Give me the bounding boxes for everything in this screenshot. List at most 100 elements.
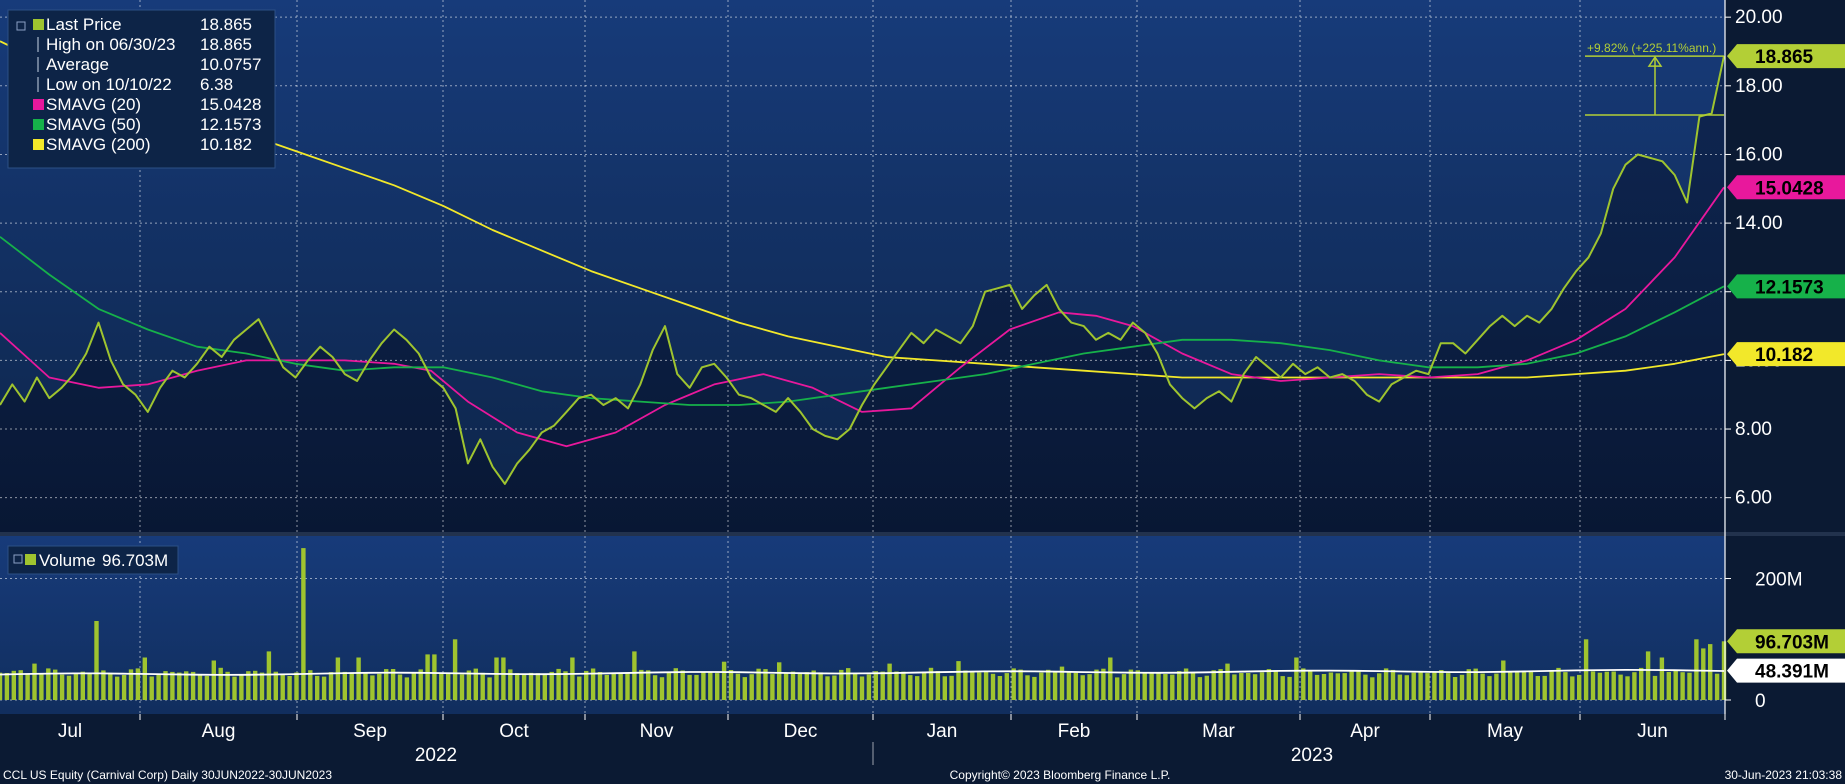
- volume-bar: [39, 673, 44, 700]
- volume-bar: [1321, 674, 1327, 700]
- volume-bar: [246, 671, 251, 700]
- volume-bar: [46, 668, 51, 700]
- volume-bar: [694, 674, 699, 700]
- volume-bar: [1011, 668, 1016, 700]
- volume-bar: [1377, 673, 1382, 700]
- volume-bar: [1673, 670, 1678, 700]
- volume-bar: [494, 657, 499, 700]
- volume-bar: [1411, 672, 1416, 700]
- price-tag: 18.865: [1755, 47, 1814, 68]
- volume-bar: [749, 674, 754, 700]
- x-axis-month-label: Feb: [1058, 721, 1091, 742]
- volume-bar: [1659, 657, 1665, 700]
- volume-bar: [1459, 674, 1465, 700]
- volume-bar: [1487, 676, 1492, 700]
- volume-bar: [625, 673, 630, 700]
- volume-bar: [53, 669, 58, 700]
- panel-divider[interactable]: [0, 532, 1845, 536]
- volume-bar: [508, 669, 513, 700]
- volume-bar: [73, 672, 79, 700]
- volume-bar: [1294, 657, 1299, 700]
- volume-bar: [632, 651, 637, 700]
- volume-legend-value: 96.703M: [102, 551, 168, 570]
- volume-bar: [170, 671, 175, 700]
- volume-bar: [87, 672, 92, 700]
- volume-bar: [1666, 672, 1671, 700]
- volume-bar: [452, 639, 458, 700]
- volume-bar: [708, 672, 713, 700]
- volume-bar: [1577, 674, 1582, 700]
- volume-bar: [266, 651, 272, 700]
- volume-bar: [1308, 671, 1313, 700]
- volume-bar: [1163, 674, 1168, 700]
- volume-bar: [115, 676, 120, 700]
- volume-bar: [997, 676, 1003, 700]
- volume-bar: [1604, 671, 1609, 700]
- volume-average-line: [0, 668, 1725, 676]
- volume-bar: [977, 672, 982, 700]
- volume-bar: [597, 672, 603, 700]
- price-tag: 10.182: [1755, 345, 1813, 366]
- volume-bar: [535, 673, 541, 700]
- price-y-tick-label: 20.00: [1735, 7, 1783, 28]
- volume-bar: [1556, 667, 1561, 700]
- annotation-arrow-head: [1647, 55, 1663, 67]
- volume-bar: [1018, 669, 1023, 700]
- x-axis-strip: [0, 714, 1845, 784]
- volume-bar: [1246, 673, 1251, 700]
- volume-bar: [949, 675, 954, 700]
- volume-bar: [1087, 674, 1092, 700]
- volume-bar: [480, 672, 485, 700]
- volume-tag: 96.703M: [1755, 632, 1829, 653]
- volume-bar: [190, 671, 196, 700]
- volume-bar: [728, 670, 734, 700]
- volume-bar: [321, 676, 327, 700]
- x-axis-month-label: Oct: [499, 721, 529, 742]
- volume-bar: [232, 676, 237, 700]
- volume-bar: [652, 675, 658, 700]
- volume-y-tick-label: 0: [1755, 691, 1766, 712]
- volume-bar: [156, 673, 161, 700]
- volume-bar: [832, 675, 837, 700]
- volume-bar: [1197, 677, 1203, 700]
- volume-bar: [1335, 673, 1340, 700]
- volume-bar: [287, 676, 292, 700]
- volume-bar: [1232, 674, 1237, 700]
- volume-bar: [818, 672, 823, 700]
- x-axis-month-label: Aug: [202, 721, 236, 742]
- footer-copyright: Copyright© 2023 Bloomberg Finance L.P.: [950, 768, 1171, 782]
- volume-bar: [1446, 673, 1451, 700]
- volume-bar: [1514, 672, 1520, 700]
- legend-box: [7, 9, 276, 169]
- x-axis-month-label: Apr: [1350, 721, 1380, 742]
- volume-bar: [1108, 657, 1113, 700]
- volume-bar: [1349, 670, 1354, 700]
- volume-bar: [1466, 669, 1471, 700]
- volume-bar: [197, 675, 203, 700]
- volume-bar: [618, 672, 623, 700]
- volume-legend: Volume 96.703M: [7, 545, 179, 575]
- volume-bar: [128, 669, 134, 700]
- volume-bar: [66, 675, 72, 700]
- volume-bar: [1211, 670, 1216, 700]
- volume-bar: [211, 660, 216, 700]
- volume-bar: [11, 670, 16, 700]
- volume-bar: [1549, 670, 1554, 700]
- volume-bar: [1052, 671, 1058, 700]
- volume-bar: [721, 661, 727, 700]
- volume-bar: [1239, 673, 1244, 700]
- volume-bar: [639, 669, 644, 700]
- volume-bar: [1266, 669, 1272, 700]
- smavg-20-line: [0, 186, 1725, 448]
- legend-swatch: [33, 19, 44, 30]
- volume-bar: [735, 673, 741, 700]
- volume-bar: [1004, 673, 1009, 700]
- volume-bar: [577, 676, 582, 700]
- price-y-tick-label: 14.00: [1735, 213, 1783, 234]
- x-axis: Jul Aug Sep Oct Nov Dec Jan Feb Mar Apr May Jun 2022…: [58, 714, 1726, 766]
- price-tag-bg: [1727, 274, 1845, 299]
- volume-bar: [970, 672, 975, 700]
- volume-bar: [1301, 668, 1306, 700]
- volume-bar: [1190, 672, 1196, 700]
